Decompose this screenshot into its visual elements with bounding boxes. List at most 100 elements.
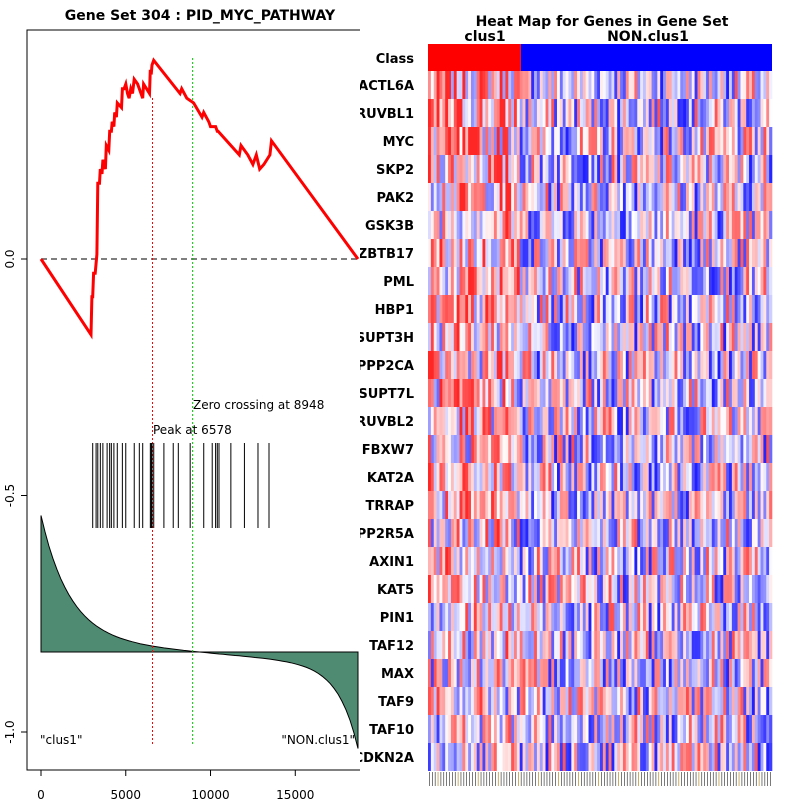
heatmap-cell [657,323,661,351]
heatmap-cell [746,211,750,239]
heatmap-cell [731,99,736,127]
heatmap-cell [634,127,638,155]
heatmap-cell [491,463,495,491]
heatmap-cell [453,575,457,603]
heatmap-cell [493,659,498,687]
heatmap-cell [683,211,687,239]
heatmap-cell [645,743,650,771]
heatmap-cell [643,127,647,155]
heatmap-cell [545,351,549,379]
heatmap-cell [562,631,566,659]
heatmap-cell [749,239,753,267]
heatmap-cell [660,491,664,519]
heatmap-cell [602,743,607,771]
heatmap-cell [674,743,678,771]
heatmap-cell [428,603,432,631]
heatmap-cell [723,211,727,239]
heatmap-cell [531,267,535,295]
heatmap-cell [703,379,707,407]
heatmap-cell [645,295,650,323]
heatmap-cell [459,71,463,99]
heatmap-cell [643,71,647,99]
heatmap-cell [565,155,569,183]
heatmap-cell [654,351,658,379]
heatmap-cell [749,575,753,603]
heatmap-cell [551,715,555,743]
heatmap-cell [448,323,452,351]
heatmap-cell [714,295,718,323]
heatmap-cell [703,491,707,519]
heatmap-cell [548,99,552,127]
heatmap-cell [611,687,615,715]
heatmap-cell [462,211,466,239]
heatmap-cell [459,295,463,323]
heatmap-cell [723,351,727,379]
heatmap-cell [766,323,770,351]
heatmap-cell [531,127,535,155]
heatmap-cell [433,155,437,183]
heatmap-cell [485,239,489,267]
heatmap-cell [499,127,503,155]
heatmap-cell [700,659,704,687]
heatmap-cell [614,575,618,603]
heatmap-cell [493,547,498,575]
heatmap-cell [740,211,744,239]
heatmap-cell [433,127,437,155]
heatmap-cell [436,351,440,379]
heatmap-cell [565,211,569,239]
heatmap-cell [450,267,455,295]
heatmap-cell [511,715,515,743]
heatmap-cell [628,603,632,631]
heatmap-cell [585,379,589,407]
heatmap-cell [565,631,569,659]
heatmap-cell [628,491,632,519]
heatmap-cell [674,295,678,323]
heatmap-cell [525,407,529,435]
heatmap-cell [430,715,435,743]
heatmap-cell [622,295,627,323]
heatmap-cell [579,211,584,239]
heatmap-cell [456,379,460,407]
heatmap-cell [648,547,652,575]
heatmap-cell [594,519,598,547]
heatmap-cell [608,99,612,127]
heatmap-cell [688,435,693,463]
heatmap-cell [522,463,526,491]
heatmap-cell [430,575,435,603]
heatmap-cell [737,351,741,379]
heatmap-cell [430,631,435,659]
heatmap-cell [691,435,695,463]
heatmap-cell [717,743,721,771]
heatmap-cell [491,435,495,463]
heatmap-cell [557,379,561,407]
heatmap-cell [611,183,615,211]
heatmap-cell [697,99,701,127]
heatmap-cell [496,743,500,771]
heatmap-cell [766,435,770,463]
heatmap-cell [577,295,581,323]
heatmap-cell [545,659,549,687]
heatmap-cell [714,379,718,407]
heatmap-cell [456,575,460,603]
heatmap-cell [505,71,509,99]
heatmap-cell [479,127,483,155]
heatmap-cell [720,715,724,743]
heatmap-cell [769,575,773,603]
heatmap-cell [648,127,652,155]
heatmap-cell [617,435,621,463]
heatmap-cell [505,323,509,351]
heatmap-cell [582,295,586,323]
heatmap-cell [726,603,730,631]
heatmap-cell [708,463,713,491]
heatmap-cell [468,99,472,127]
heatmap-cell [645,603,650,631]
heatmap-cell [711,267,715,295]
heatmap-cell [430,155,435,183]
heatmap-cell [686,155,690,183]
heatmap-cell [516,99,521,127]
heatmap-cell [760,463,764,491]
heatmap-cell [499,743,503,771]
heatmap-cell [697,323,701,351]
heatmap-cell [591,491,595,519]
heatmap-cell [700,631,704,659]
